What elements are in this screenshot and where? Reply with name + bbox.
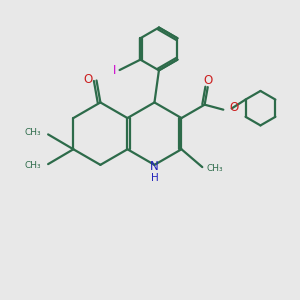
Text: CH₃: CH₃ — [206, 164, 223, 173]
Text: O: O — [84, 73, 93, 85]
Text: N: N — [150, 160, 159, 173]
Text: O: O — [229, 101, 238, 114]
Text: I: I — [112, 64, 116, 76]
Text: CH₃: CH₃ — [24, 128, 41, 137]
Text: O: O — [204, 74, 213, 87]
Text: CH₃: CH₃ — [24, 161, 41, 170]
Text: H: H — [151, 173, 158, 183]
